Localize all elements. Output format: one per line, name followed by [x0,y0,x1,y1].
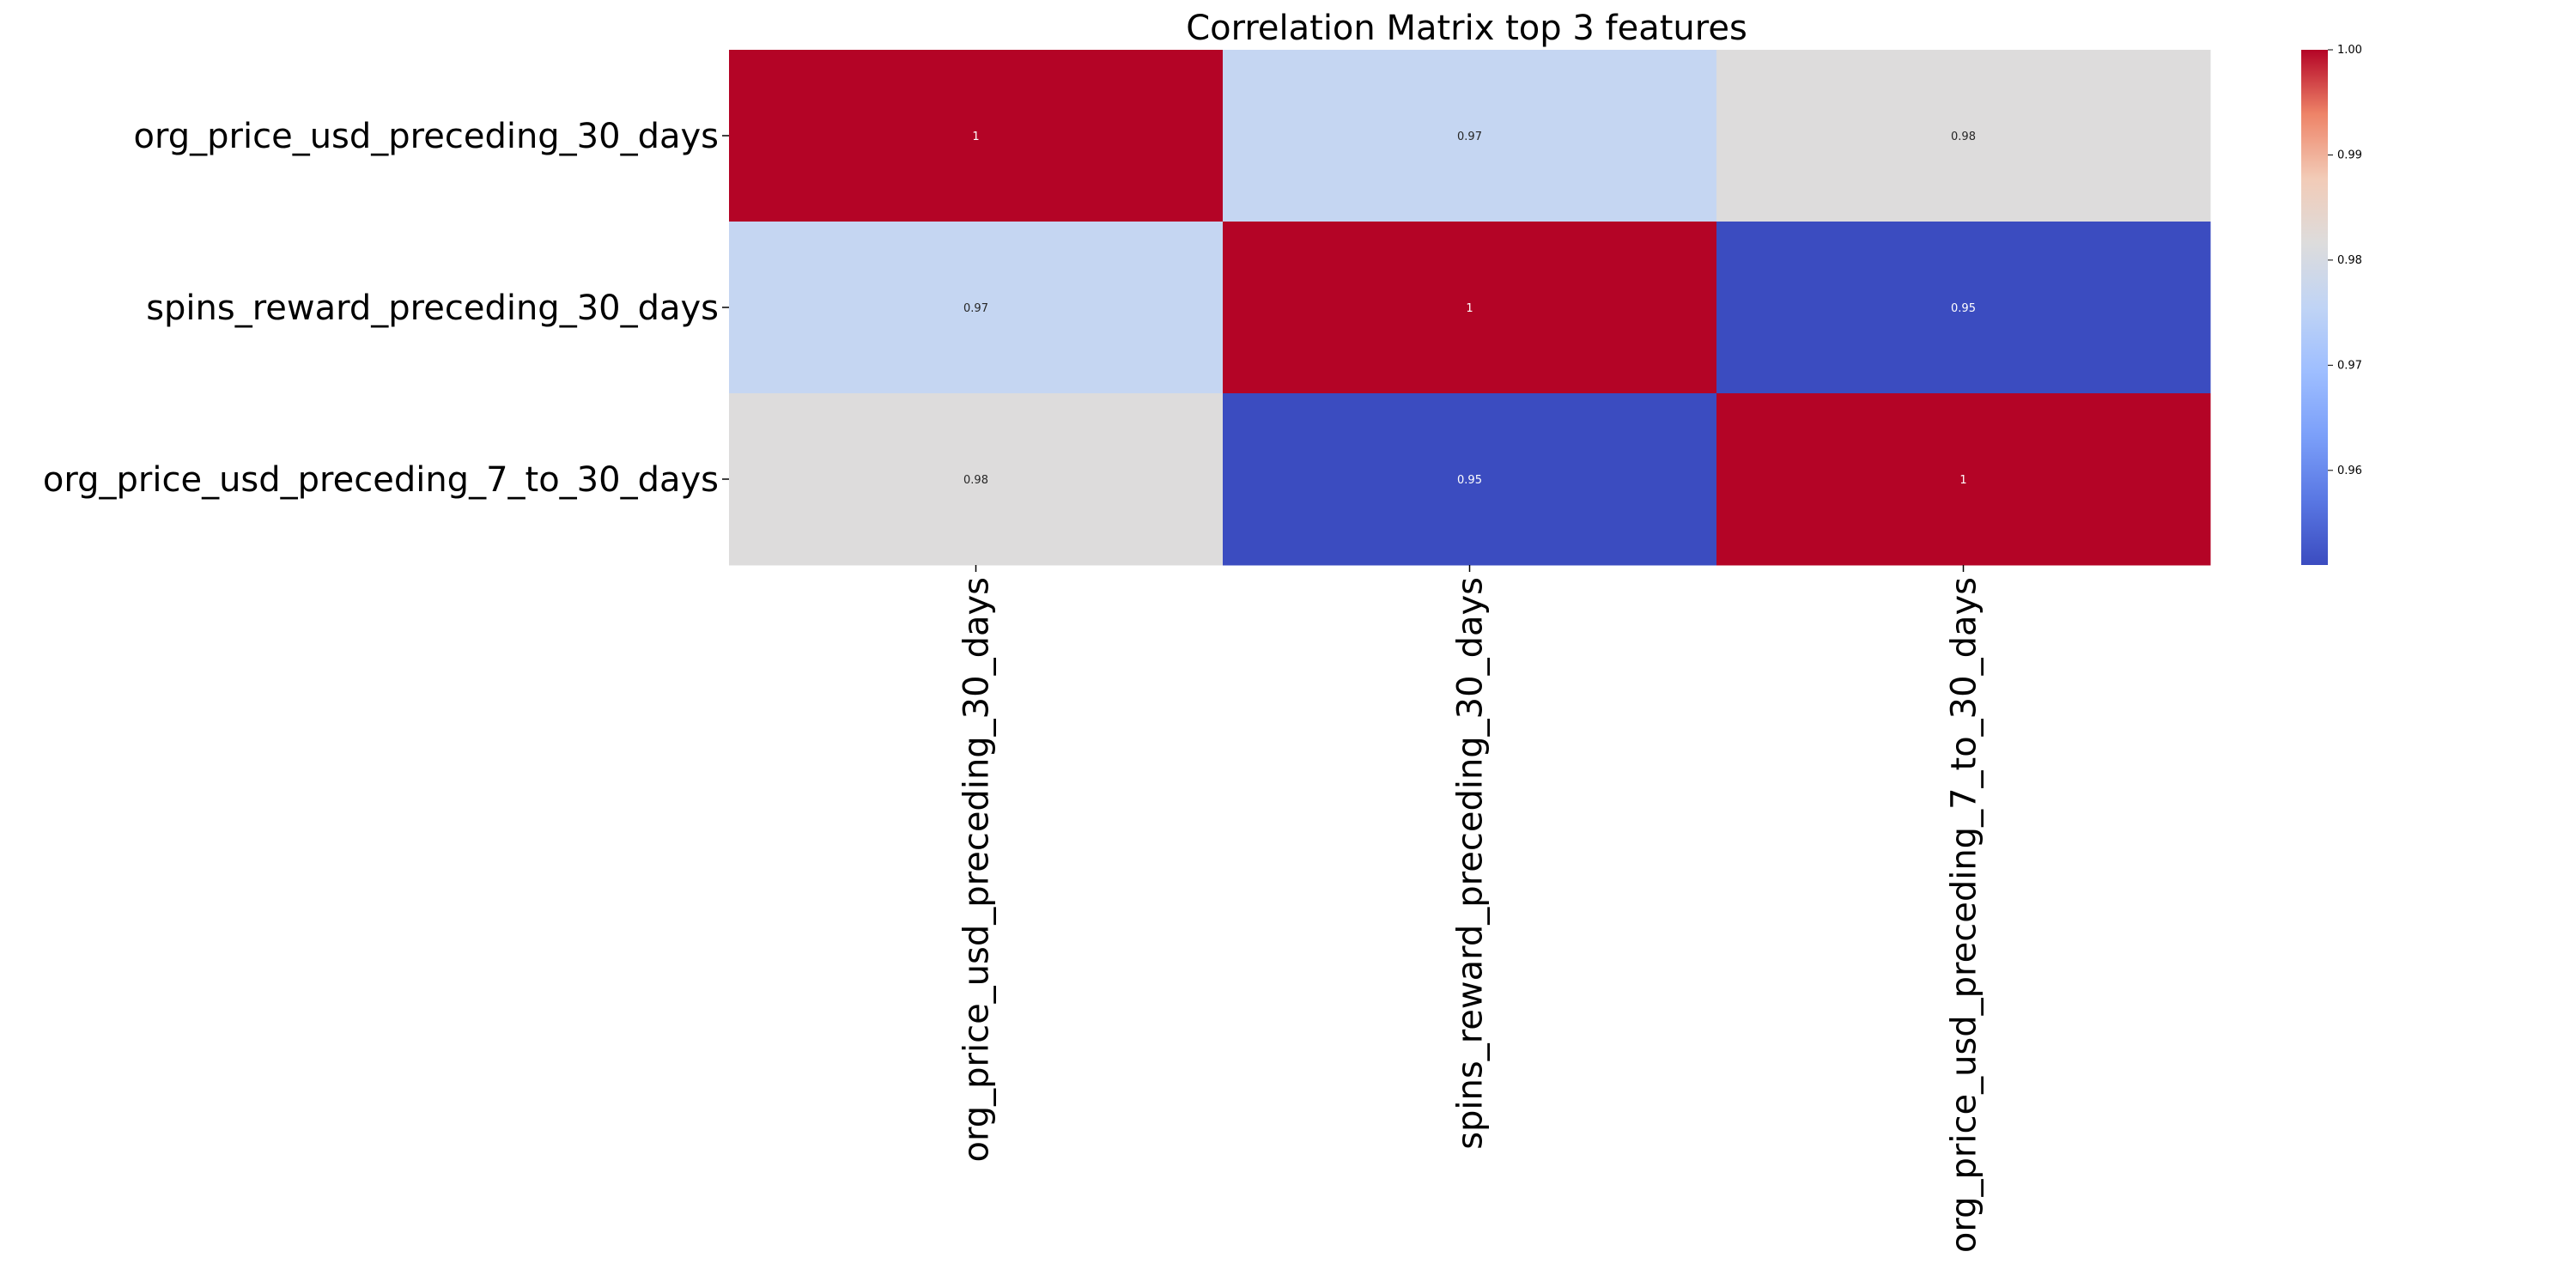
heatmap-cell-1-1 [1223,222,1717,394]
colorbar-tick-label-4: 1.00 [2337,44,2362,57]
colorbar-tick-label-1: 0.97 [2337,359,2362,372]
heatmap-cell-0-0 [729,50,1224,222]
heatmap-cells [729,50,2211,566]
y-tick-label-2: org_price_usd_preceding_7_to_30_days [43,460,719,500]
heatmap-cell-2-0 [729,393,1224,566]
y-axis: org_price_usd_preceding_30_days spins_rew… [43,117,729,500]
heatmap-annotations: 1 0.97 0.98 0.97 1 0.95 0.98 0.95 1 [963,131,1976,487]
cell-annotation-2-0: 0.98 [963,474,988,487]
heatmap-cell-2-2 [1716,393,2211,566]
heatmap-cell-2-1 [1223,393,1717,566]
y-tick-label-0: org_price_usd_preceding_30_days [134,117,719,156]
cell-annotation-1-1: 1 [1466,302,1473,315]
colorbar-gradient [2301,50,2328,565]
heatmap-cell-1-0 [729,222,1224,394]
cell-annotation-0-2: 0.98 [1951,131,1976,143]
cell-annotation-2-1: 0.95 [1457,474,1482,487]
cell-annotation-0-0: 1 [972,131,979,143]
colorbar-tick-label-2: 0.98 [2337,254,2362,267]
x-axis: org_price_usd_preceding_30_days spins_rew… [957,565,1984,1253]
colorbar-ticks: 0.96 0.97 0.98 0.99 1.00 [2328,44,2362,477]
x-tick-label-1: spins_reward_preceding_30_days [1451,577,1491,1150]
chart-title: Correlation Matrix top 3 features [1186,9,1747,48]
cell-annotation-2-2: 1 [1959,474,1966,487]
heatmap-cell-1-2 [1716,222,2211,394]
cell-annotation-1-2: 0.95 [1951,302,1976,315]
colorbar: 0.96 0.97 0.98 0.99 1.00 [2301,44,2362,565]
y-tick-label-1: spins_reward_preceding_30_days [146,289,719,328]
x-tick-label-2: org_price_usd_preceding_7_to_30_days [1945,577,1984,1253]
colorbar-tick-label-0: 0.96 [2337,465,2362,477]
cell-annotation-1-0: 0.97 [963,302,988,315]
heatmap-cell-0-1 [1223,50,1717,222]
heatmap-cell-0-2 [1716,50,2211,222]
cell-annotation-0-1: 0.97 [1457,131,1482,143]
colorbar-tick-label-3: 0.99 [2337,149,2362,161]
x-tick-label-0: org_price_usd_preceding_30_days [957,577,997,1162]
